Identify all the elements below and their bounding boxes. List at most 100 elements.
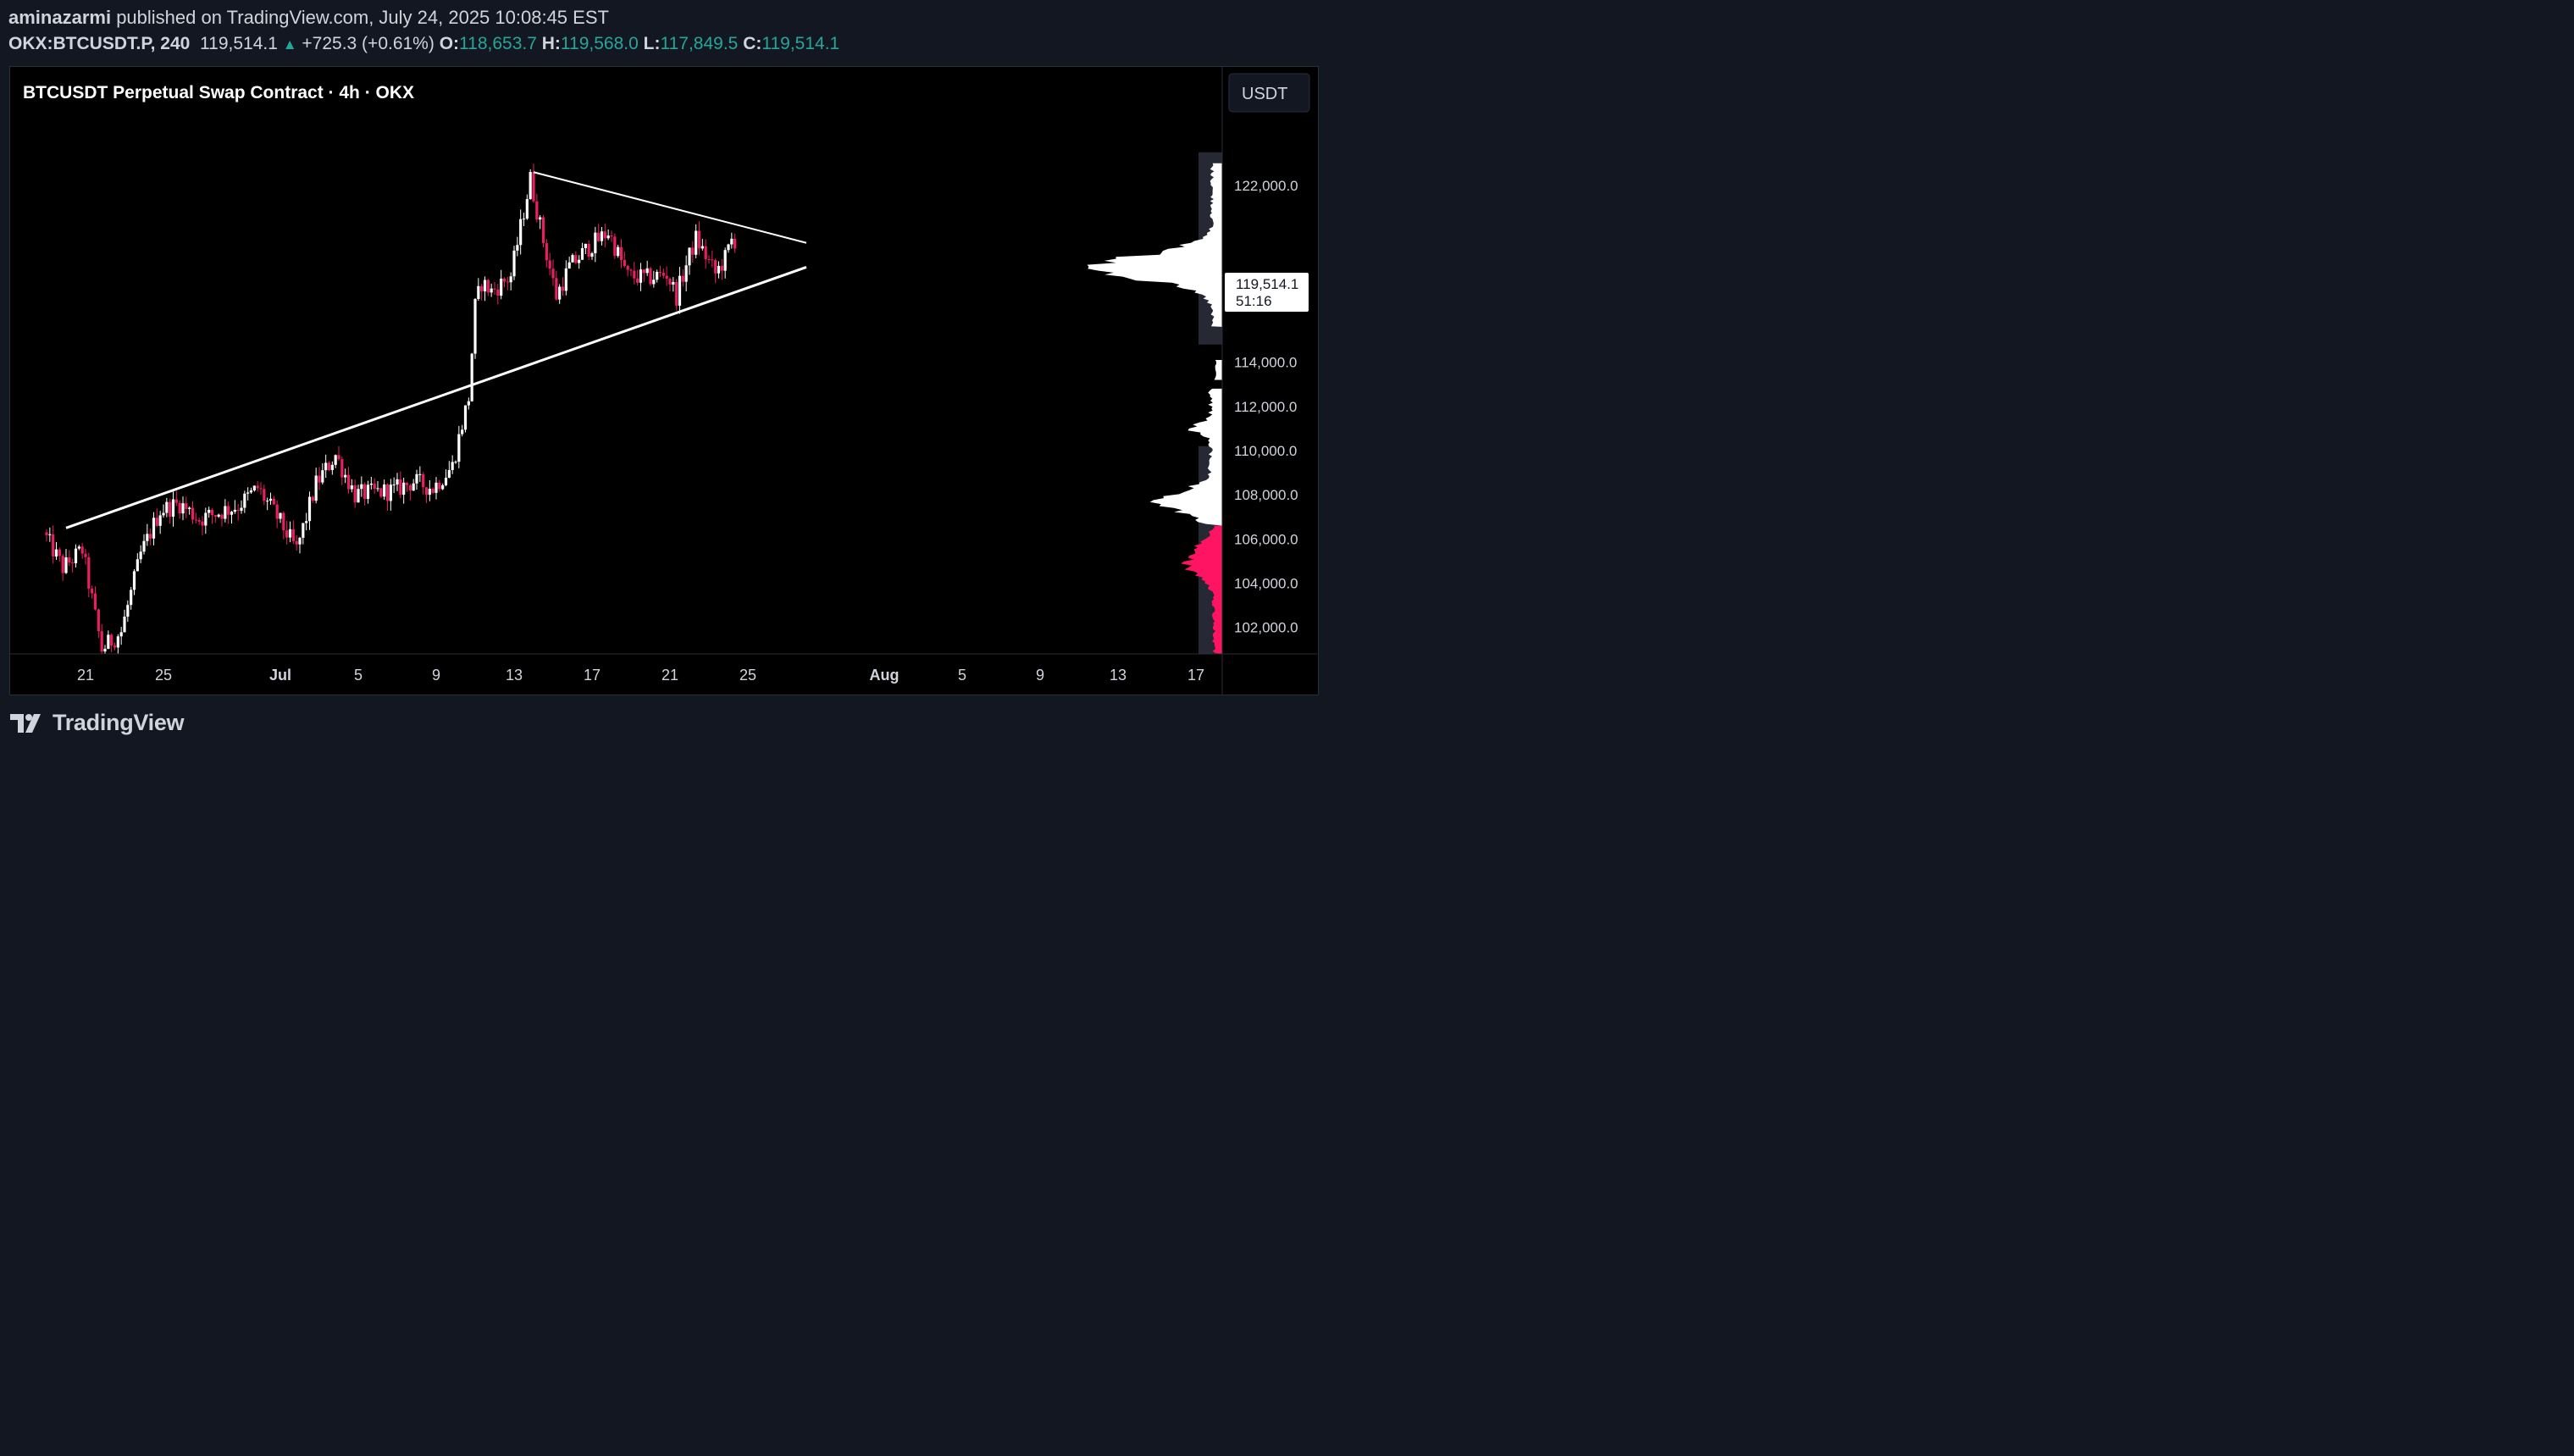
candle (617, 244, 620, 258)
resistance-trendline[interactable] (533, 171, 807, 244)
candle (733, 233, 737, 253)
y-tick-label: 108,000.0 (1234, 487, 1298, 503)
published-text: published on TradingView.com, July 24, 2… (116, 7, 609, 28)
candle (477, 278, 480, 302)
candle (584, 243, 587, 254)
symbol-label[interactable]: OKX:BTCUSDT.P, 240 (8, 34, 191, 53)
candle (116, 634, 119, 654)
x-tick-label: 13 (506, 667, 523, 684)
candle (594, 226, 597, 263)
currency-button[interactable]: USDT (1228, 73, 1310, 113)
candle (224, 499, 227, 523)
candle (54, 541, 58, 561)
candle (678, 267, 682, 314)
candle (337, 446, 340, 462)
chart-frame (9, 66, 1319, 695)
open-value: 118,653.7 (459, 34, 537, 53)
candle (717, 261, 721, 279)
candle (324, 454, 328, 479)
x-tick-label: Jul (269, 667, 291, 684)
candle (451, 455, 454, 474)
candle (558, 284, 562, 304)
candle (525, 194, 529, 220)
candle (74, 544, 78, 568)
brand-name[interactable]: TradingView (53, 710, 185, 735)
candle (272, 495, 275, 506)
triangle-up-icon: ▲ (282, 36, 297, 53)
candle (236, 504, 240, 521)
high-label: H: (541, 34, 561, 53)
candle (506, 276, 509, 291)
candle (256, 481, 259, 492)
x-tick-label: 25 (155, 667, 172, 684)
candle (516, 236, 519, 257)
candle (389, 479, 392, 511)
candle (68, 550, 71, 567)
candle (656, 269, 659, 283)
support-trendline[interactable] (65, 266, 807, 529)
y-tick-label: 112,000.0 (1234, 399, 1297, 415)
candle (340, 457, 344, 485)
candle (555, 270, 558, 301)
candle (688, 247, 691, 275)
candle (661, 269, 665, 279)
candle (541, 214, 545, 248)
candle (629, 268, 633, 277)
candle (578, 255, 581, 269)
x-tick-label: Aug (870, 667, 900, 684)
candle (149, 528, 152, 545)
candle (376, 480, 379, 492)
candle (113, 642, 117, 650)
candle (695, 224, 698, 258)
candle (217, 513, 220, 518)
candle (597, 224, 601, 242)
candle (700, 239, 704, 251)
x-tick-label: 5 (354, 667, 363, 684)
candle (87, 552, 91, 598)
candle (658, 265, 662, 277)
candle (684, 255, 688, 292)
candle (249, 487, 253, 495)
candle (246, 487, 250, 501)
candle (424, 486, 429, 504)
candle (119, 627, 123, 645)
candle (314, 468, 318, 504)
candle (266, 497, 269, 511)
volume-profile-area (1087, 163, 1222, 327)
candle (171, 491, 175, 527)
candle (727, 243, 730, 253)
candle (396, 473, 399, 491)
candle (633, 262, 636, 285)
candle (185, 496, 188, 518)
candle (415, 469, 418, 490)
candle (512, 246, 516, 280)
candle (344, 468, 347, 484)
candle (561, 277, 565, 296)
candle (181, 496, 185, 521)
candle (240, 500, 243, 514)
price-tag-countdown: 51:16 (1236, 293, 1272, 309)
time-axis[interactable]: 21 25 Jul 5 9 13 17 21 25 Aug 5 9 13 17 (77, 667, 1204, 684)
price-axis[interactable]: 126,000.0122,000.0114,000.0112,000.0110,… (1234, 90, 1298, 636)
candle (110, 633, 113, 653)
candle (305, 512, 308, 531)
trendlines[interactable] (65, 171, 807, 529)
candle (642, 269, 645, 282)
candle (645, 260, 649, 276)
candles (45, 163, 737, 654)
candle (243, 490, 246, 513)
candle (408, 484, 412, 501)
candle (519, 209, 523, 255)
x-tick-label: 17 (1187, 667, 1204, 684)
candle (613, 233, 617, 259)
x-tick-label: 13 (1110, 667, 1126, 684)
candle (350, 479, 353, 493)
last-price-tag: 119,514.1 51:16 (1225, 273, 1309, 312)
candle (405, 482, 409, 492)
candle (441, 483, 445, 490)
author-name[interactable]: aminazarmi (8, 7, 112, 28)
close-value: 119,514.1 (761, 34, 840, 53)
candle (470, 352, 473, 402)
symbol-info-line: OKX:BTCUSDT.P, 240 119,514.1 ▲ +725.3 (+… (8, 34, 839, 54)
